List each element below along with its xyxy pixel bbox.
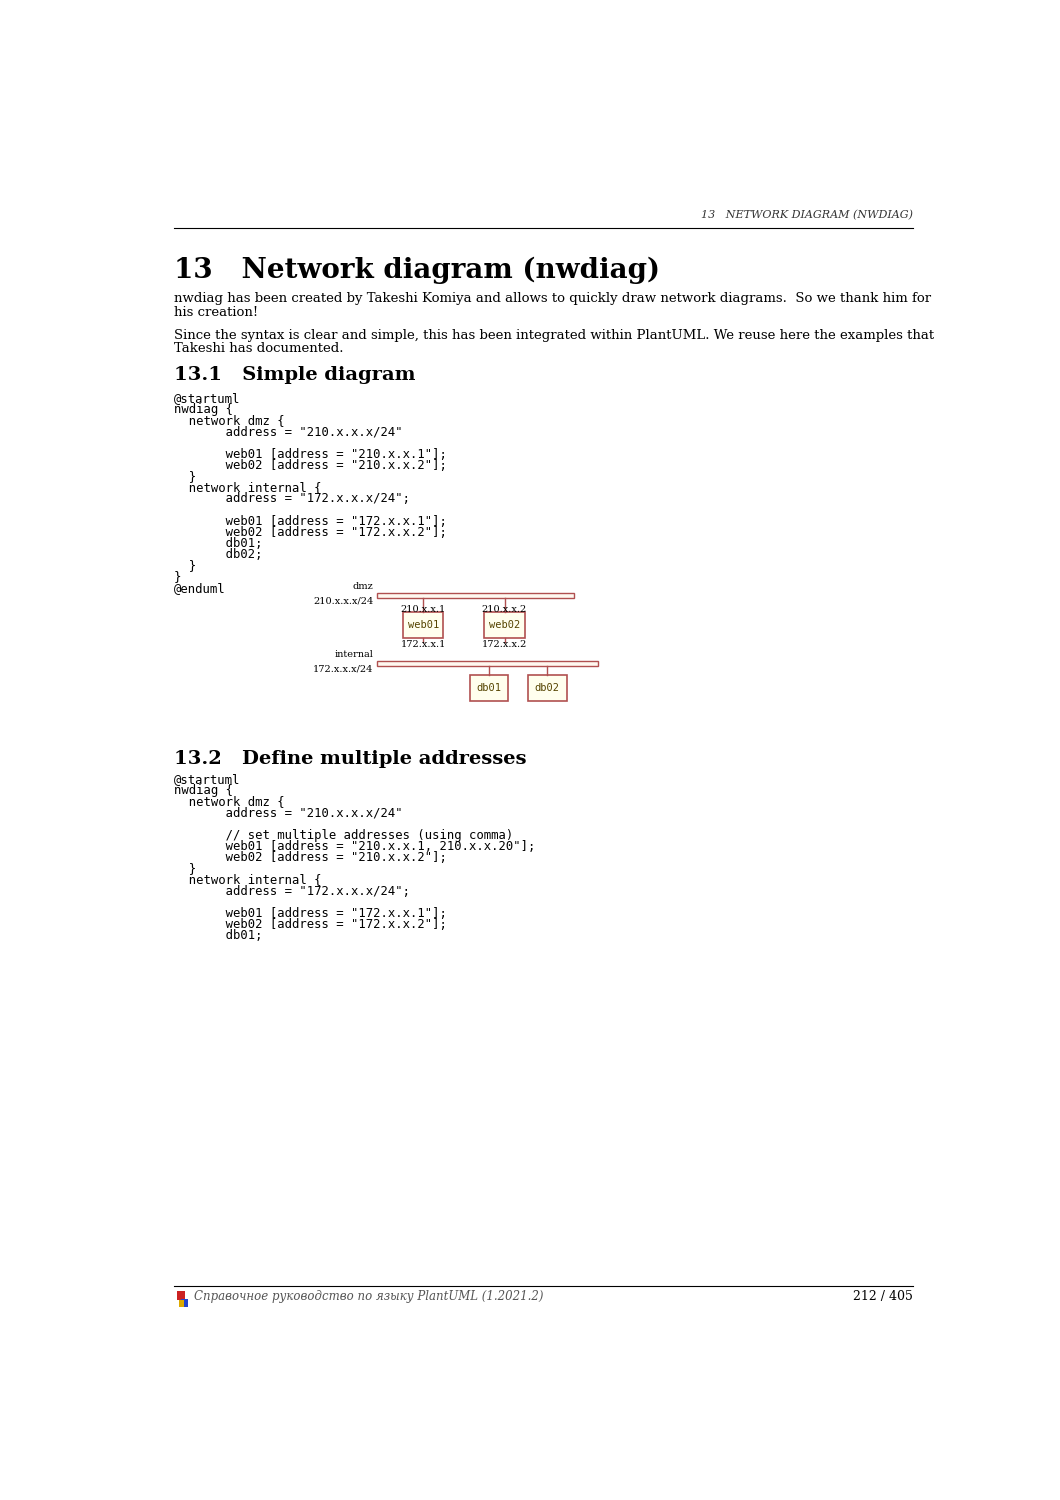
Text: web01 [address = "172.x.x.1"];: web01 [address = "172.x.x.1"]; <box>174 514 446 528</box>
Text: }: } <box>174 560 196 572</box>
Text: }: } <box>174 470 196 483</box>
Text: network internal {: network internal { <box>174 482 321 494</box>
Bar <box>528 675 566 702</box>
Text: db02;: db02; <box>174 548 262 561</box>
Text: nwdiag has been created by Takeshi Komiya and allows to quickly draw network dia: nwdiag has been created by Takeshi Komiy… <box>174 291 931 304</box>
Text: web02 [address = "210.x.x.2"];: web02 [address = "210.x.x.2"]; <box>174 850 446 864</box>
Text: @startuml: @startuml <box>174 772 240 786</box>
Text: }: } <box>174 862 196 874</box>
Text: web01: web01 <box>407 620 439 630</box>
Text: db01;: db01; <box>174 928 262 942</box>
Text: his creation!: his creation! <box>174 306 258 318</box>
Text: @startuml: @startuml <box>174 392 240 405</box>
Text: web01 [address = "210.x.x.1"];: web01 [address = "210.x.x.1"]; <box>174 447 446 460</box>
Text: db01;: db01; <box>174 537 262 550</box>
Text: address = "210.x.x.x/24": address = "210.x.x.x/24" <box>174 424 402 438</box>
Text: web01 [address = "172.x.x.1"];: web01 [address = "172.x.x.1"]; <box>174 908 446 920</box>
Text: network internal {: network internal { <box>174 873 321 886</box>
Text: 210.x.x.2: 210.x.x.2 <box>482 604 527 613</box>
Bar <box>484 612 525 638</box>
Text: db01: db01 <box>477 682 501 693</box>
Text: Since the syntax is clear and simple, this has been integrated within PlantUML. : Since the syntax is clear and simple, th… <box>174 328 934 342</box>
Text: 212 / 405: 212 / 405 <box>853 1290 913 1302</box>
Text: 13.1   Simple diagram: 13.1 Simple diagram <box>174 366 416 384</box>
Text: 172.x.x.2: 172.x.x.2 <box>482 640 527 650</box>
Text: Справочное руководство по языку PlantUML (1.2021.2): Справочное руководство по языку PlantUML… <box>194 1290 544 1302</box>
Text: network dmz {: network dmz { <box>174 795 284 808</box>
Text: 13   NETWORK DIAGRAM (NWDIAG): 13 NETWORK DIAGRAM (NWDIAG) <box>701 210 913 220</box>
Text: internal: internal <box>335 650 373 658</box>
Text: 172.x.x.1: 172.x.x.1 <box>401 640 446 650</box>
Text: web01 [address = "210.x.x.1, 210.x.x.20"];: web01 [address = "210.x.x.1, 210.x.x.20"… <box>174 840 535 854</box>
Bar <box>179 1300 183 1306</box>
Text: web02: web02 <box>489 620 520 630</box>
Text: @enduml: @enduml <box>174 582 225 594</box>
Text: web02 [address = "172.x.x.2"];: web02 [address = "172.x.x.2"]; <box>174 525 446 538</box>
Text: 210.x.x.1: 210.x.x.1 <box>401 604 446 613</box>
Text: db02: db02 <box>534 682 560 693</box>
Text: // set multiple addresses (using comma): // set multiple addresses (using comma) <box>174 828 513 842</box>
Text: nwdiag {: nwdiag { <box>174 404 232 416</box>
Bar <box>470 675 509 702</box>
Text: address = "172.x.x.x/24";: address = "172.x.x.x/24"; <box>174 885 409 897</box>
Text: 172.x.x.x/24: 172.x.x.x/24 <box>313 664 373 674</box>
Bar <box>181 1299 188 1306</box>
Text: network dmz {: network dmz { <box>174 414 284 428</box>
Text: dmz: dmz <box>353 582 373 591</box>
Text: 13.2   Define multiple addresses: 13.2 Define multiple addresses <box>174 750 526 768</box>
Text: 13   Network diagram (nwdiag): 13 Network diagram (nwdiag) <box>174 256 659 285</box>
Text: 210.x.x.x/24: 210.x.x.x/24 <box>314 597 373 606</box>
Bar <box>177 1292 186 1300</box>
Bar <box>376 662 598 666</box>
Text: address = "172.x.x.x/24";: address = "172.x.x.x/24"; <box>174 492 409 506</box>
Text: web02 [address = "210.x.x.2"];: web02 [address = "210.x.x.2"]; <box>174 459 446 471</box>
Bar <box>376 592 575 598</box>
Bar <box>403 612 443 638</box>
Text: nwdiag {: nwdiag { <box>174 784 232 796</box>
Text: }: } <box>174 570 181 584</box>
Text: Takeshi has documented.: Takeshi has documented. <box>174 342 343 355</box>
Text: web02 [address = "172.x.x.2"];: web02 [address = "172.x.x.2"]; <box>174 918 446 932</box>
Text: address = "210.x.x.x/24": address = "210.x.x.x/24" <box>174 807 402 819</box>
